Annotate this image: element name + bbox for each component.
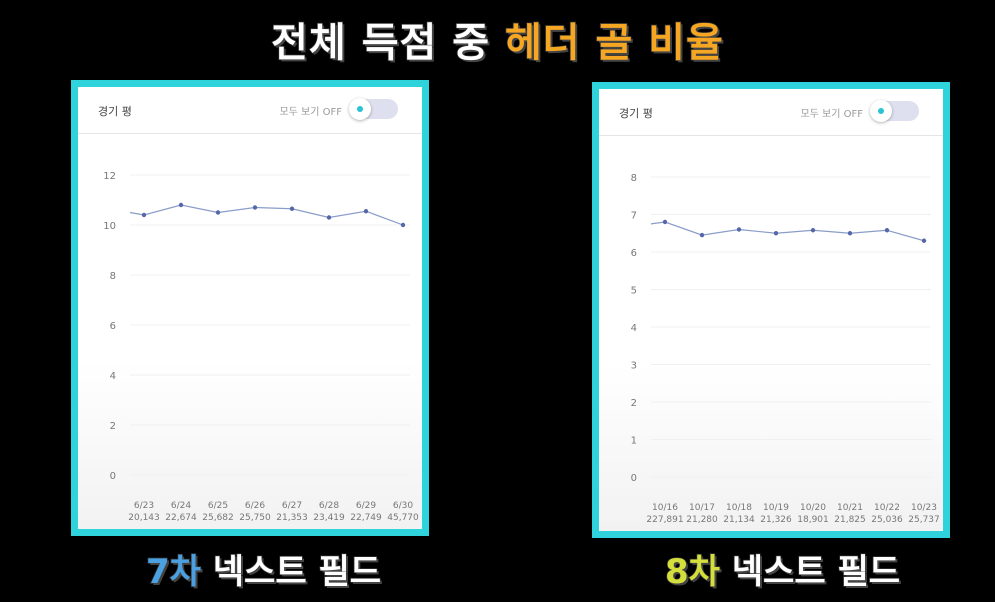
y-tick-label: 0 — [631, 473, 637, 484]
x-tick-sublabel: 25,750 — [239, 513, 271, 523]
caption-text: 넥스트 필드 — [719, 551, 901, 593]
x-tick-sublabel: 18,901 — [797, 515, 829, 525]
x-tick-label: 6/25 — [208, 501, 228, 511]
x-tick-label: 6/28 — [319, 501, 339, 511]
show-all-toggle[interactable] — [349, 98, 398, 120]
y-tick-label: 8 — [110, 271, 116, 282]
y-tick-label: 4 — [110, 371, 116, 382]
y-tick-label: 1 — [631, 436, 637, 447]
caption-text: 넥스트 필드 — [200, 551, 382, 593]
x-tick-label: 6/24 — [171, 501, 191, 511]
x-tick-sublabel: 22,674 — [165, 513, 197, 523]
x-tick-sublabel: 22,749 — [350, 513, 382, 523]
y-tick-label: 5 — [631, 286, 637, 297]
x-tick-sublabel: 25,682 — [202, 513, 234, 523]
x-tick-label: 10/21 — [837, 503, 863, 513]
title-part2: 헤더 골 비율 — [504, 19, 724, 67]
panel-title: 경기 평 — [619, 107, 653, 120]
y-tick-label: 2 — [631, 398, 637, 409]
x-tick-label: 10/16 — [652, 503, 678, 513]
y-tick-label: 10 — [103, 221, 116, 232]
data-point — [141, 212, 147, 218]
y-tick-label: 3 — [631, 361, 637, 372]
y-tick-label: 0 — [110, 471, 116, 482]
data-point — [847, 231, 853, 236]
panel-header: 경기 평 모두 보기 OFF — [599, 89, 943, 136]
data-point — [662, 219, 668, 225]
caption-7th: 7차 넥스트 필드 — [145, 544, 382, 593]
data-point — [178, 202, 184, 208]
data-point — [773, 231, 779, 236]
show-all-label: 모두 보기 OFF — [279, 107, 342, 118]
data-point — [326, 215, 332, 220]
y-tick-label: 4 — [631, 323, 637, 334]
x-tick-sublabel: 21,280 — [686, 515, 718, 525]
caption-number: 7차 — [145, 551, 201, 593]
series-line — [650, 221, 925, 242]
x-tick-label: 6/23 — [134, 501, 154, 511]
y-tick-label: 6 — [631, 248, 637, 259]
x-tick-label: 6/27 — [282, 501, 302, 511]
x-tick-sublabel: 45,770 — [387, 513, 419, 523]
x-tick-sublabel: 21,134 — [723, 515, 755, 525]
data-point — [810, 228, 816, 233]
y-tick-label: 12 — [103, 171, 116, 182]
title-part1: 전체 득점 중 — [270, 19, 491, 67]
y-tick-label: 2 — [110, 421, 116, 432]
x-tick-sublabel: 25,737 — [908, 515, 940, 525]
x-tick-label: 10/23 — [911, 503, 937, 513]
data-point — [252, 205, 258, 210]
chart-panel-8th: 경기 평 모두 보기 OFF 0 1 2 3 4 5 6 7 8 10/16 227,891 10/1… — [592, 82, 950, 538]
x-tick-sublabel: 21,326 — [760, 515, 792, 525]
chart-panel-7th: 경기 평 모두 보기 OFF 0 2 4 6 8 10 12 6/23 20,143 6/24 22… — [71, 80, 429, 536]
caption-number: 8차 — [664, 551, 720, 593]
show-all-toggle[interactable] — [870, 100, 919, 122]
x-tick-label: 10/22 — [874, 503, 900, 513]
data-point — [289, 206, 295, 211]
x-tick-sublabel: 23,419 — [313, 513, 345, 523]
toggle-knob — [870, 100, 892, 122]
page-title: 전체 득점 중 헤더 골 비율 — [0, 10, 995, 68]
x-tick-sublabel: 20,143 — [128, 513, 160, 523]
x-tick-sublabel: 227,891 — [646, 515, 683, 525]
data-point — [736, 227, 742, 232]
x-tick-label: 6/30 — [393, 501, 413, 511]
x-tick-label: 10/20 — [800, 503, 826, 513]
x-tick-label: 10/17 — [689, 503, 715, 513]
panel-header: 경기 평 모두 보기 OFF — [78, 87, 422, 134]
line-chart-7th: 0 2 4 6 8 10 12 6/23 20,143 6/24 22,674 6/25 25,682 6… — [103, 171, 419, 523]
data-point — [884, 228, 890, 233]
x-tick-label: 10/19 — [763, 503, 789, 513]
y-tick-label: 6 — [110, 321, 116, 332]
data-point — [400, 222, 406, 228]
data-point — [363, 209, 369, 214]
x-tick-label: 6/26 — [245, 501, 265, 511]
show-all-label: 모두 보기 OFF — [800, 109, 863, 120]
data-point — [921, 238, 927, 243]
series-line — [129, 204, 404, 226]
line-chart-8th: 0 1 2 3 4 5 6 7 8 10/16 227,891 10/17 21,280 10/18 21,… — [631, 173, 940, 525]
x-tick-sublabel: 25,036 — [871, 515, 903, 525]
x-tick-sublabel: 21,353 — [276, 513, 308, 523]
y-tick-label: 8 — [631, 173, 637, 184]
data-point — [699, 232, 705, 238]
data-point — [215, 210, 221, 215]
x-tick-label: 6/29 — [356, 501, 376, 511]
caption-8th: 8차 넥스트 필드 — [664, 544, 901, 593]
x-tick-label: 10/18 — [726, 503, 752, 513]
y-tick-label: 7 — [631, 211, 637, 222]
panel-title: 경기 평 — [98, 105, 132, 118]
x-tick-sublabel: 21,825 — [834, 515, 866, 525]
toggle-knob — [349, 98, 371, 120]
